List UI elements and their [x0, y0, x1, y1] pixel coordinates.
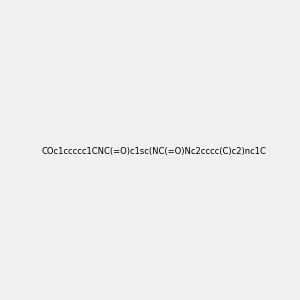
- Text: COc1ccccc1CNC(=O)c1sc(NC(=O)Nc2cccc(C)c2)nc1C: COc1ccccc1CNC(=O)c1sc(NC(=O)Nc2cccc(C)c2…: [41, 147, 266, 156]
